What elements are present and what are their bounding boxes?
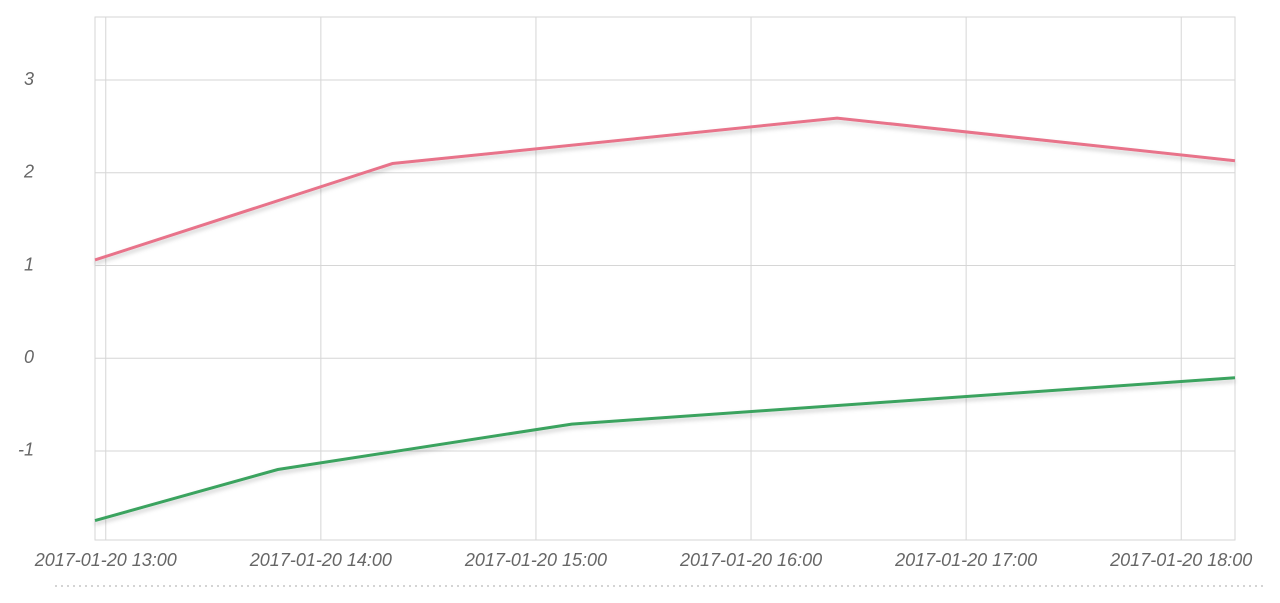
x-tick-label: 2017-01-20 18:00 [1109, 550, 1252, 570]
x-tick-label: 2017-01-20 13:00 [34, 550, 177, 570]
line-series [94, 376, 1236, 522]
y-tick-label: -1 [18, 440, 34, 460]
y-tick-label: 2 [23, 162, 34, 182]
x-tick-label: 2017-01-20 14:00 [249, 550, 392, 570]
y-tick-label: 1 [24, 254, 34, 274]
y-tick-label: 3 [24, 69, 34, 89]
x-tick-label: 2017-01-20 15:00 [464, 550, 607, 570]
y-tick-label: 0 [24, 347, 34, 367]
plot-frame [94, 16, 1236, 541]
x-tick-label: 2017-01-20 16:00 [679, 550, 822, 570]
x-tick-label: 2017-01-20 17:00 [894, 550, 1037, 570]
line-series [94, 116, 1236, 262]
